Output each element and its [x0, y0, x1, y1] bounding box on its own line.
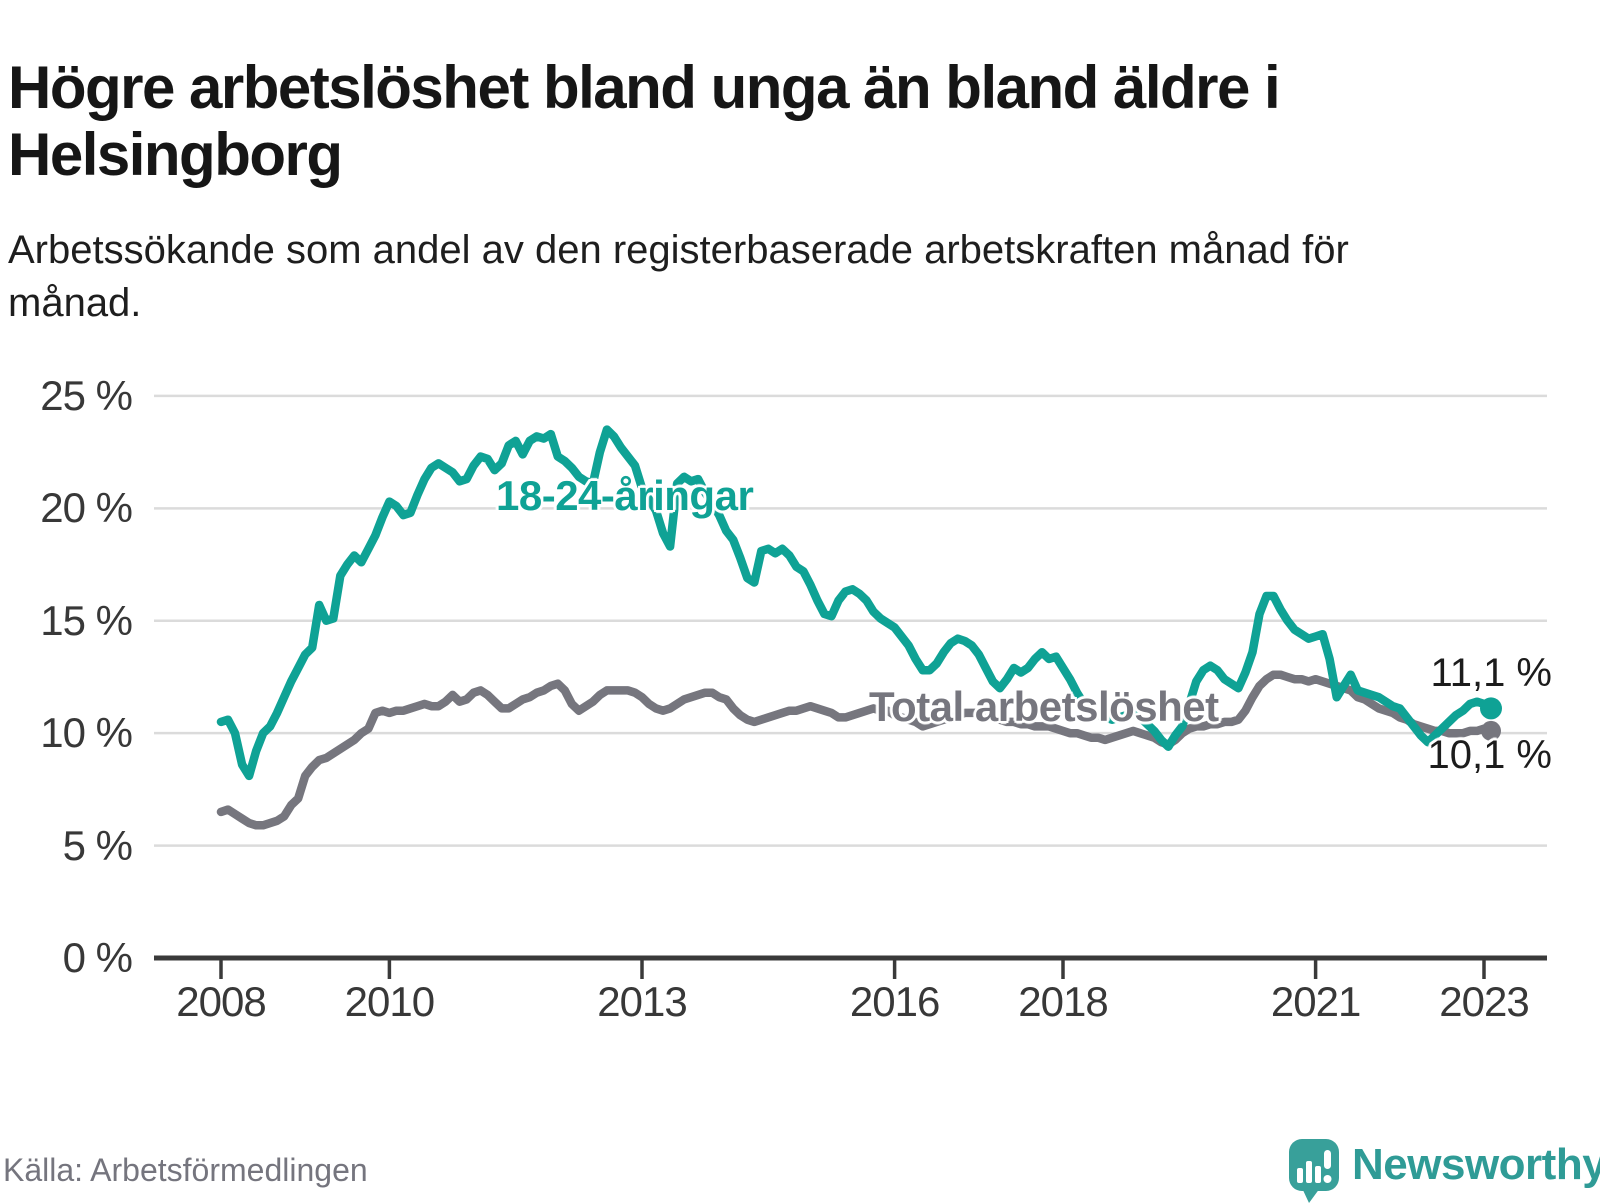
- series-label-youth: 18-24-åringar: [496, 472, 754, 519]
- x-axis-label-2016: 2016: [849, 978, 940, 1025]
- x-axis-label-2021: 2021: [1270, 978, 1361, 1025]
- series-end-dot-youth: [1480, 697, 1502, 720]
- end-value-label-youth: 11,1 %: [1430, 651, 1552, 695]
- series-line-total: [216, 670, 1496, 830]
- page-title: Högre arbetslöshet bland unga än bland ä…: [8, 54, 1281, 189]
- y-axis-label-10: 10 %: [40, 709, 133, 757]
- x-axis-label-2023: 2023: [1439, 978, 1529, 1025]
- x-axis-label-2008: 2008: [176, 978, 266, 1025]
- y-axis-label-5: 5 %: [62, 821, 133, 869]
- brand-name-link[interactable]: Newsworthy: [1352, 1140, 1600, 1189]
- source-note: Källa: Arbetsförmedlingen: [3, 1152, 368, 1188]
- x-axis-label-2018: 2018: [1018, 978, 1108, 1025]
- series-label-total: Total arbetslöshet: [869, 683, 1219, 730]
- y-axis-label-25: 25 %: [40, 371, 133, 419]
- series-line-youth: [216, 425, 1496, 781]
- x-axis-label-2013: 2013: [597, 978, 687, 1025]
- y-axis-label-15: 15 %: [40, 596, 133, 644]
- newsworthy-logo speech-bubble-bar-chart-icon[interactable]: [1288, 1138, 1344, 1204]
- x-axis-label-2010: 2010: [344, 978, 435, 1025]
- y-axis-label-20: 20 %: [40, 484, 133, 532]
- y-axis-label-0: 0 %: [62, 934, 133, 981]
- series-end-dot-total: [1481, 720, 1501, 741]
- page-subtitle: Arbetssökande som andel av den registerb…: [8, 228, 1349, 325]
- end-value-label-total: 10,1 %: [1427, 733, 1552, 777]
